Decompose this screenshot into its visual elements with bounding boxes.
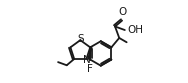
Text: N: N bbox=[83, 55, 90, 65]
Text: O: O bbox=[118, 7, 126, 17]
Text: OH: OH bbox=[127, 25, 143, 35]
Text: F: F bbox=[87, 64, 93, 74]
Text: S: S bbox=[77, 34, 84, 44]
